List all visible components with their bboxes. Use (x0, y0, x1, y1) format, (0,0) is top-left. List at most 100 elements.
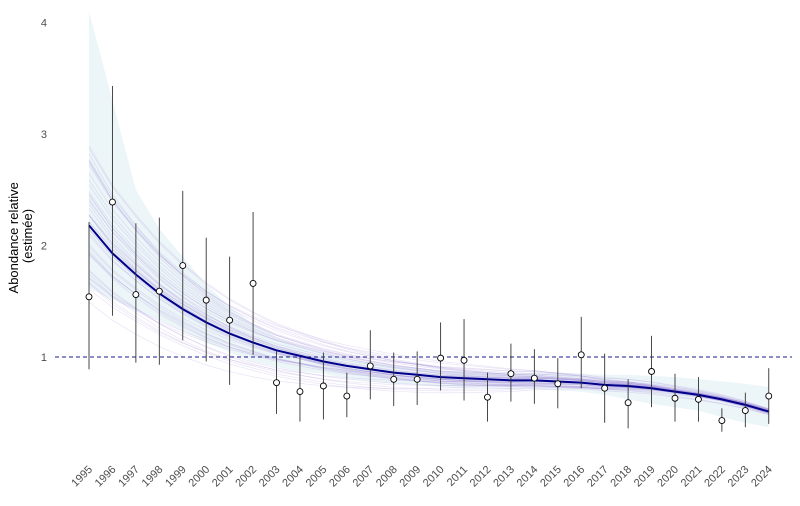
data-point (648, 368, 656, 375)
x-tick-label: 2011 (445, 464, 470, 489)
data-point (601, 384, 609, 392)
x-tick-label: 2022 (702, 464, 728, 490)
x-tick-label: 2002 (233, 464, 259, 490)
x-tick-label: 2006 (327, 464, 353, 490)
x-tick-label: 2003 (257, 464, 283, 490)
posterior-draw-line (88, 273, 769, 412)
posterior-draw-line (88, 254, 769, 412)
data-point (413, 375, 421, 383)
x-tick-label: 2015 (538, 464, 564, 490)
posterior-draw-line (88, 198, 769, 415)
posterior-draw-line (88, 225, 769, 412)
y-axis-label: Abondance relative (estimée) (6, 179, 35, 294)
posterior-draw-line (88, 184, 769, 412)
x-tick-label: 2012 (468, 464, 494, 490)
x-tick-label: 2010 (421, 464, 447, 490)
posterior-draw-line (88, 277, 769, 415)
x-tick-label: 2001 (210, 464, 236, 490)
x-tick-label: 1999 (163, 464, 189, 490)
y-axis-ticks: 1 2 3 4 (41, 18, 47, 365)
posterior-draw-line (88, 160, 769, 414)
x-tick-label: 2023 (726, 464, 752, 490)
data-point (765, 392, 773, 400)
x-tick-label: 1995 (69, 464, 95, 490)
data-point (296, 388, 304, 396)
data-point (366, 362, 374, 370)
data-point (671, 394, 679, 402)
x-tick-label: 2020 (655, 464, 681, 490)
y-axis-label-line-2: (estimée) (20, 209, 35, 263)
data-point (694, 395, 702, 403)
y-tick-label: 3 (41, 129, 47, 141)
y-tick-label: 1 (41, 352, 47, 364)
data-points (85, 198, 773, 425)
y-axis-label-line-1: Abondance relative (6, 182, 21, 293)
x-tick-label: 2016 (562, 464, 588, 490)
posterior-draw-line (88, 225, 769, 410)
x-tick-label: 2005 (304, 464, 330, 490)
data-point (718, 417, 726, 425)
posterior-draw-line (88, 195, 769, 412)
posterior-draw-line (88, 179, 769, 413)
posterior-draw-line (88, 148, 769, 411)
x-tick-label: 2021 (679, 464, 705, 490)
posterior-draw-line (88, 215, 769, 411)
posterior-draw-line (88, 164, 769, 415)
posterior-draw-line (88, 235, 769, 412)
x-tick-label: 2018 (608, 464, 634, 490)
posterior-draws (88, 145, 769, 416)
data-point (202, 296, 210, 304)
data-point (484, 393, 491, 401)
trend-line (88, 224, 770, 413)
y-tick-label: 4 (41, 18, 47, 30)
posterior-draw-line (88, 145, 769, 411)
data-point (507, 370, 515, 378)
x-tick-label: 2019 (632, 464, 658, 490)
trend-line-group (88, 224, 770, 413)
data-point (132, 291, 140, 299)
x-tick-label: 2014 (515, 464, 541, 490)
x-axis-ticks: 1995199619971998199920002001200220032004… (69, 464, 775, 490)
data-point (273, 379, 280, 387)
data-point (554, 380, 562, 388)
posterior-draw-line (88, 203, 769, 411)
posterior-draw-line (88, 153, 769, 410)
x-tick-label: 2007 (351, 464, 377, 490)
data-point (108, 198, 116, 206)
x-tick-label: 1998 (140, 464, 166, 490)
posterior-draw-line (88, 173, 769, 411)
x-tick-label: 2004 (280, 464, 306, 490)
data-point (741, 407, 749, 414)
data-point (577, 351, 585, 359)
x-tick-label: 1996 (93, 464, 119, 490)
x-tick-label: 2000 (187, 464, 213, 490)
data-point (460, 356, 468, 364)
x-tick-label: 2013 (491, 464, 517, 490)
x-tick-label: 2008 (374, 464, 400, 490)
posterior-draw-line (88, 160, 769, 411)
x-tick-label: 1997 (116, 464, 142, 490)
posterior-draw-line (88, 214, 769, 412)
x-tick-label: 2024 (749, 464, 775, 490)
posterior-draw-line (88, 162, 769, 412)
credible-band-area (89, 11, 769, 428)
data-point (249, 279, 257, 287)
data-point (179, 262, 187, 270)
posterior-draw-line (88, 278, 769, 416)
posterior-draw-line (88, 252, 769, 413)
posterior-draw-line (88, 207, 769, 410)
data-point (85, 293, 93, 301)
posterior-draw-line (88, 301, 769, 412)
data-point (319, 382, 327, 390)
data-point (226, 316, 234, 324)
posterior-draw-line (88, 159, 769, 412)
credible-band (89, 11, 769, 428)
data-point (155, 287, 163, 295)
data-point (390, 375, 398, 383)
x-tick-label: 2017 (585, 464, 611, 490)
data-point (343, 392, 351, 400)
data-point (530, 374, 538, 382)
y-tick-label: 2 (41, 241, 47, 253)
data-point (437, 354, 445, 362)
